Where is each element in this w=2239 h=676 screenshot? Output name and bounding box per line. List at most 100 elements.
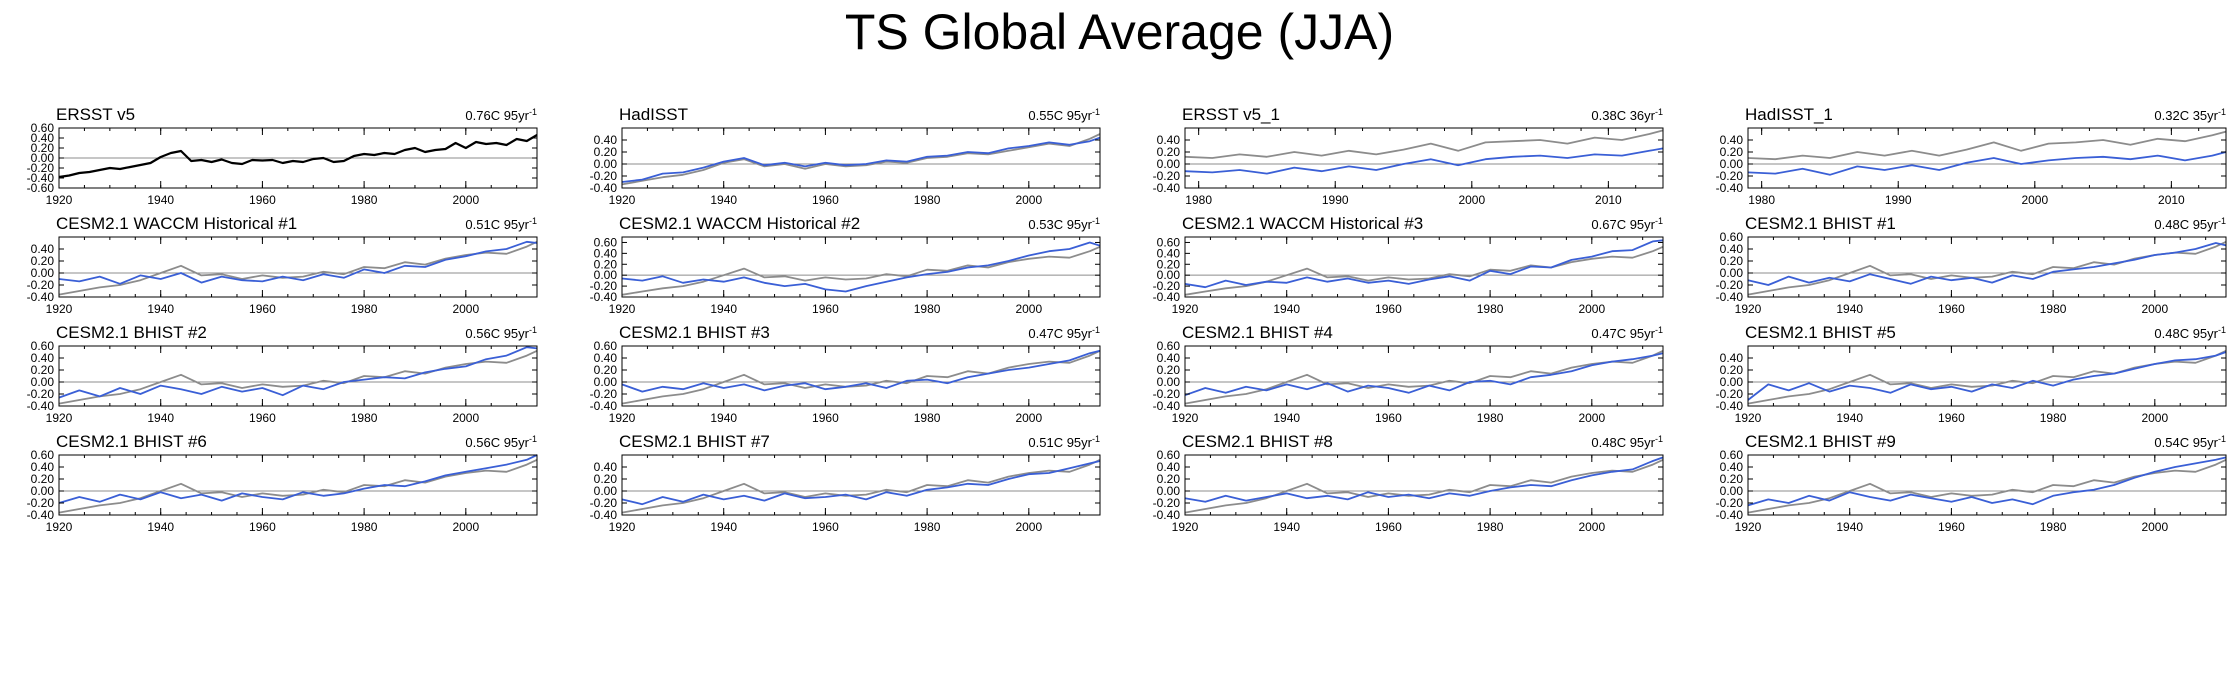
series-line-model <box>58 454 538 504</box>
y-tick-label: 0.00 <box>1157 375 1181 389</box>
y-tick-label: 0.60 <box>1157 235 1181 249</box>
panel-trend: 0.54C 95yr-1 <box>2154 434 2226 450</box>
x-tick-label: 1980 <box>1748 193 1775 207</box>
x-tick-label: 1960 <box>1375 411 1402 425</box>
x-tick-label: 1920 <box>46 302 73 316</box>
x-tick-label: 1960 <box>1938 411 1965 425</box>
trend-value: 0.38C 36yr <box>1591 108 1655 123</box>
y-tick-label: 0.00 <box>594 484 618 498</box>
panel-title: ERSST v5_1 <box>1182 105 1280 124</box>
x-tick-label: 1940 <box>147 302 174 316</box>
trend-value: 0.53C 95yr <box>1028 217 1092 232</box>
x-tick-label: 1960 <box>812 302 839 316</box>
series-line-obs-overlay <box>621 133 1101 186</box>
series-line-model <box>58 346 538 399</box>
trend-value: 0.51C 95yr <box>465 217 529 232</box>
y-tick-label: -0.20 <box>27 278 55 292</box>
y-tick-label: 0.20 <box>31 141 55 155</box>
chart-panel: ERSST v5_1 0.38C 36yr-1 -0.40-0.200.000.20… <box>1153 105 1664 207</box>
y-tick-label: 0.00 <box>1720 484 1744 498</box>
chart-panel: CESM2.1 WACCM Historical #2 0.53C 95yr-1-… <box>590 214 1101 316</box>
panel-title: CESM2.1 BHIST #5 <box>1745 323 1896 342</box>
y-tick-label: 0.60 <box>1720 230 1744 244</box>
y-tick-label: 0.60 <box>31 339 55 353</box>
panel-trend: 0.67C 95yr-1 <box>1591 216 1663 232</box>
y-tick-label: -0.40 <box>27 290 55 304</box>
panel-trend: 0.56C 95yr-1 <box>465 434 537 450</box>
x-tick-label: 1940 <box>710 193 737 207</box>
plot-frame <box>1747 236 2227 298</box>
series-line-obs-overlay <box>1747 349 2227 405</box>
y-tick-label: 0.40 <box>1720 351 1744 365</box>
y-tick-label: 0.60 <box>1157 448 1181 462</box>
series-line-model <box>1747 456 2227 507</box>
y-tick-label: -0.20 <box>1153 169 1181 183</box>
y-tick-label: -0.40 <box>1153 399 1181 413</box>
x-tick-label: 2000 <box>1015 520 1042 534</box>
y-tick-label: 0.20 <box>31 363 55 377</box>
x-tick-label: 2000 <box>452 520 479 534</box>
series-line-model <box>621 241 1101 293</box>
plot-frame <box>621 127 1101 189</box>
trend-exponent: -1 <box>1655 216 1663 226</box>
x-tick-label: 1940 <box>1836 520 1863 534</box>
trend-value: 0.48C 95yr <box>2154 217 2218 232</box>
panel-trend: 0.51C 95yr-1 <box>1028 434 1100 450</box>
y-tick-label: 0.00 <box>1157 484 1181 498</box>
y-tick-label: -0.20 <box>1716 169 1744 183</box>
x-tick-label: 1980 <box>351 520 378 534</box>
panel-trend: 0.53C 95yr-1 <box>1028 216 1100 232</box>
x-tick-label: 1940 <box>1836 302 1863 316</box>
series-line-obs <box>58 134 538 179</box>
series-line-obs-overlay <box>58 458 538 514</box>
series-line-obs-overlay <box>58 240 538 296</box>
y-tick-label: 0.40 <box>31 351 55 365</box>
y-tick-label: 0.40 <box>594 133 618 147</box>
y-tick-label: 0.40 <box>594 351 618 365</box>
trend-exponent: -1 <box>1092 107 1100 117</box>
chart-panel: CESM2.1 BHIST #6 0.56C 95yr-1-0.40-0.200.… <box>27 432 538 534</box>
y-tick-label: 0.40 <box>1720 242 1744 256</box>
x-tick-label: 1960 <box>249 193 276 207</box>
y-tick-label: 0.20 <box>594 363 618 377</box>
y-tick-label: 0.00 <box>31 484 55 498</box>
series-line-model <box>58 240 538 285</box>
chart-panel: CESM2.1 WACCM Historical #1 0.51C 95yr-1-… <box>27 214 538 316</box>
y-tick-label: -0.40 <box>1716 181 1744 195</box>
series-line-obs-overlay <box>621 245 1101 296</box>
y-tick-label: 0.20 <box>1720 472 1744 486</box>
panel-title: HadISST <box>619 105 688 124</box>
y-tick-label: 0.20 <box>31 254 55 268</box>
y-tick-label: -0.20 <box>1153 387 1181 401</box>
y-tick-label: -0.20 <box>590 387 618 401</box>
chart-panel: CESM2.1 BHIST #4 0.47C 95yr-1-0.40-0.200.… <box>1153 323 1664 425</box>
panel-trend: 0.55C 95yr-1 <box>1028 107 1100 123</box>
y-tick-label: -0.40 <box>1153 508 1181 522</box>
y-tick-label: -0.20 <box>27 496 55 510</box>
trend-value: 0.51C 95yr <box>1028 435 1092 450</box>
series-line-obs-overlay <box>1184 458 1664 514</box>
y-tick-label: -0.40 <box>27 399 55 413</box>
series-line-obs-overlay <box>1747 130 2227 161</box>
x-tick-label: 1940 <box>1273 520 1300 534</box>
y-tick-label: 0.60 <box>1157 339 1181 353</box>
x-tick-label: 2000 <box>452 302 479 316</box>
series-line-model <box>1184 352 1664 397</box>
y-tick-label: -0.40 <box>27 171 55 185</box>
x-tick-label: 1960 <box>1375 302 1402 316</box>
chart-panel: HadISST 0.55C 95yr-1 -0.40-0.200.000.200.4… <box>590 105 1101 207</box>
trend-exponent: -1 <box>2218 434 2226 444</box>
series-line-obs-overlay <box>1747 458 2227 514</box>
series-line-model <box>621 349 1101 393</box>
chart-panel: CESM2.1 BHIST #2 0.56C 95yr-1-0.40-0.200.… <box>27 323 538 425</box>
x-tick-label: 2000 <box>1578 302 1605 316</box>
y-tick-label: 0.00 <box>594 157 618 171</box>
y-tick-label: 0.00 <box>594 375 618 389</box>
x-tick-label: 1920 <box>1172 302 1199 316</box>
x-tick-label: 1920 <box>609 520 636 534</box>
panel-title: CESM2.1 BHIST #2 <box>56 323 207 342</box>
trend-value: 0.76C 95yr <box>465 108 529 123</box>
y-tick-label: 0.40 <box>1720 460 1744 474</box>
y-tick-label: -0.40 <box>590 508 618 522</box>
panel-title: CESM2.1 BHIST #4 <box>1182 323 1333 342</box>
